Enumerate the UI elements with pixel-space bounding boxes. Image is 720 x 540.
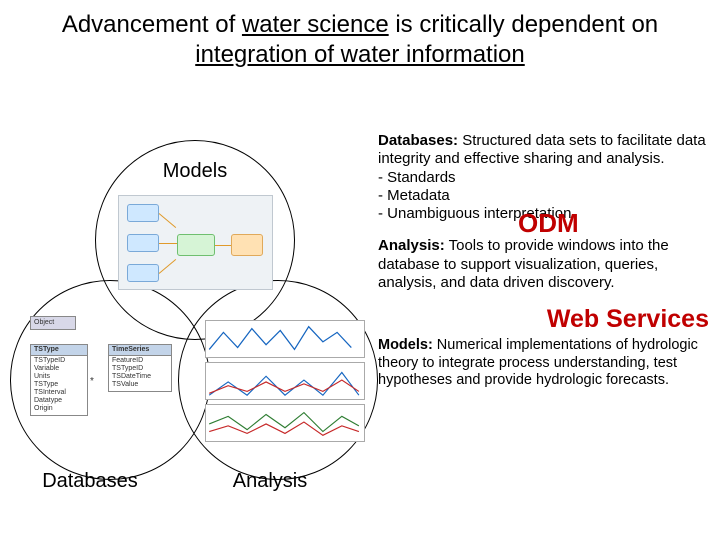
- analysis-timeseries-graphic: [205, 320, 365, 450]
- flow-edge-icon: [215, 245, 231, 246]
- venn-diagram: Models Databases Analysis Object TSType …: [10, 120, 380, 520]
- chart-panel: [205, 362, 365, 400]
- line-chart-icon: [206, 363, 364, 399]
- db-field: Units: [34, 373, 84, 381]
- section-databases: Databases: Structured data sets to facil…: [378, 132, 713, 223]
- title-underline-2: integration of water information: [195, 41, 525, 68]
- title-underline-1: water science: [242, 11, 389, 38]
- databases-schema-graphic: Object TSType TSTypeID Variable Units TS…: [30, 316, 180, 456]
- slide-title: Advancement of water science is critical…: [0, 0, 720, 70]
- db-field: TSTypeID: [112, 365, 168, 373]
- db-field: TSInterval: [34, 389, 84, 397]
- title-part-2: is critically dependent on: [389, 11, 658, 38]
- bullet: - Standards: [378, 169, 456, 186]
- odm-callout: ODM: [518, 208, 579, 240]
- title-part-1: Advancement of: [62, 11, 242, 38]
- section-models: Models: Numerical implementations of hyd…: [378, 337, 713, 390]
- db-tstype-header: TSType: [31, 345, 87, 356]
- db-field: TSTypeID: [34, 357, 84, 365]
- db-field: TSValue: [112, 381, 168, 389]
- bullet: - Metadata: [378, 187, 450, 204]
- db-field: Origin: [34, 405, 84, 413]
- web-services-callout: Web Services: [378, 304, 709, 335]
- right-text-column: Databases: Structured data sets to facil…: [378, 132, 713, 404]
- chart-panel: [205, 320, 365, 358]
- venn-label-databases: Databases: [25, 470, 155, 493]
- flow-node-icon: [127, 234, 159, 252]
- db-field: FeatureID: [112, 357, 168, 365]
- db-timeseries-box: TimeSeries FeatureID TSTypeID TSDateTime…: [108, 344, 172, 392]
- db-relation-icon: *: [90, 376, 94, 387]
- flow-node-icon: [177, 234, 215, 256]
- section-heading: Models:: [378, 337, 433, 353]
- flow-edge-icon: [159, 243, 177, 244]
- flow-edge-icon: [159, 213, 176, 228]
- models-flowchart-graphic: [118, 195, 273, 290]
- db-timeseries-header: TimeSeries: [109, 345, 171, 356]
- section-analysis: Analysis: Tools to provide windows into …: [378, 237, 713, 292]
- flow-node-icon: [127, 264, 159, 282]
- db-field: Variable: [34, 365, 84, 373]
- venn-label-analysis: Analysis: [215, 470, 325, 493]
- flow-node-icon: [231, 234, 263, 256]
- section-heading: Analysis:: [378, 237, 445, 254]
- line-chart-icon: [206, 405, 364, 441]
- flow-edge-icon: [159, 259, 176, 274]
- venn-label-models: Models: [120, 160, 270, 183]
- flow-node-icon: [127, 204, 159, 222]
- section-heading: Databases:: [378, 132, 458, 149]
- line-chart-icon: [206, 321, 364, 357]
- db-object-box: Object: [30, 316, 76, 330]
- db-tstype-box: TSType TSTypeID Variable Units TSType TS…: [30, 344, 88, 416]
- db-field: Datatype: [34, 397, 84, 405]
- db-field: TSType: [34, 381, 84, 389]
- chart-panel: [205, 404, 365, 442]
- db-field: TSDateTime: [112, 373, 168, 381]
